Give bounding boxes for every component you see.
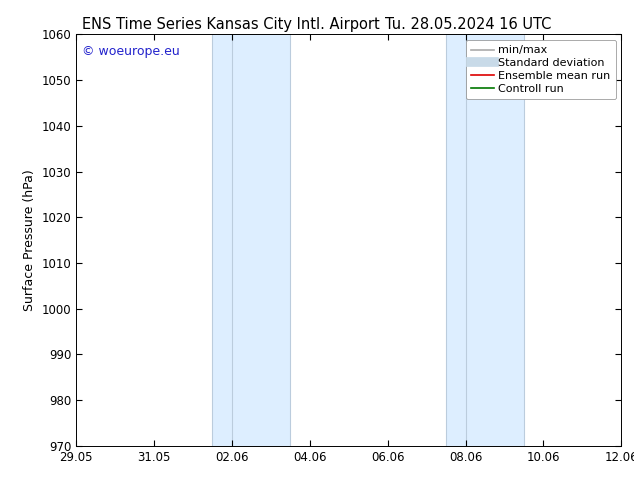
Bar (212, 34, 232, 446)
Y-axis label: Surface Pressure (hPa): Surface Pressure (hPa) (23, 169, 36, 311)
Legend: min/max, Standard deviation, Ensemble mean run, Controll run: min/max, Standard deviation, Ensemble me… (466, 40, 616, 99)
Bar (446, 34, 465, 446)
Text: Tu. 28.05.2024 16 UTC: Tu. 28.05.2024 16 UTC (385, 17, 552, 32)
Text: © woeurope.eu: © woeurope.eu (82, 45, 179, 58)
Bar (465, 34, 524, 446)
Text: ENS Time Series Kansas City Intl. Airport: ENS Time Series Kansas City Intl. Airpor… (82, 17, 380, 32)
Bar (232, 34, 290, 446)
